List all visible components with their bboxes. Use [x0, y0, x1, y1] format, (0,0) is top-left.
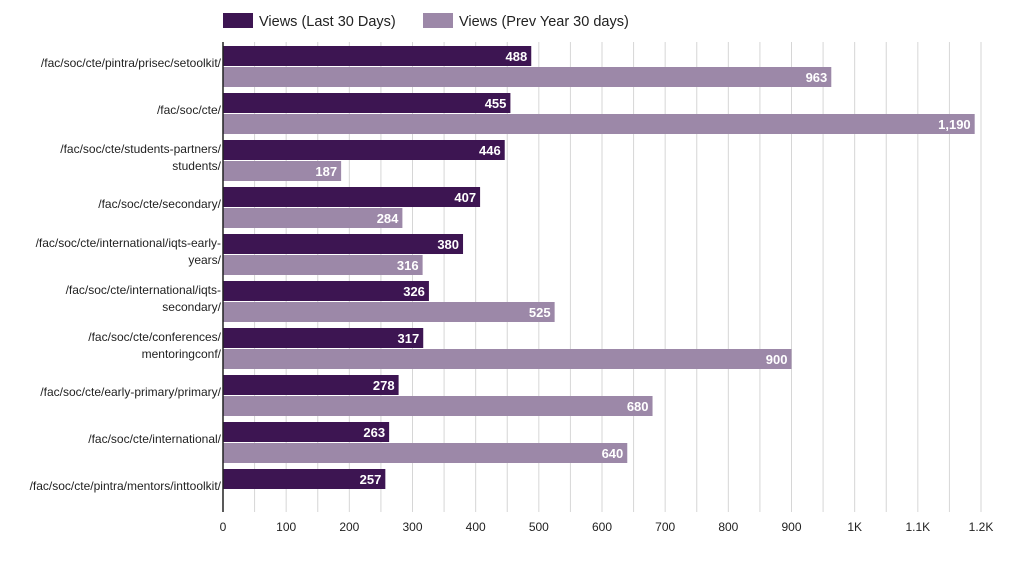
- category-label: /fac/soc/cte/: [1, 102, 221, 119]
- bar-last-30-days: [223, 422, 390, 442]
- data-label: 257: [360, 472, 382, 487]
- bar-last-30-days: [223, 469, 386, 489]
- category-label-line: mentoringconf/: [141, 346, 221, 361]
- x-tick-label: 900: [781, 520, 801, 534]
- data-label: 380: [437, 237, 459, 252]
- data-label: 900: [766, 352, 788, 367]
- x-tick-label: 1.2K: [969, 520, 994, 534]
- bar-last-30-days: [223, 328, 424, 348]
- category-label-line: /fac/soc/cte/pintra/prisec/setoolkit/: [40, 56, 221, 70]
- category-label-line: students/: [172, 158, 221, 173]
- x-tick-label: 100: [276, 520, 296, 534]
- bar-prev-year-30-days: [223, 443, 628, 463]
- data-label: 326: [403, 284, 425, 299]
- data-label: 680: [627, 399, 649, 414]
- category-label-line: /fac/soc/cte/conferences/: [88, 329, 221, 344]
- x-tick-label: 400: [466, 520, 486, 534]
- category-label-line: /fac/soc/cte/international/iqts-early-: [35, 235, 221, 250]
- x-tick-label: 0: [220, 520, 227, 534]
- legend-swatch: [223, 13, 253, 28]
- category-label: /fac/soc/cte/pintra/mentors/inttoolkit/: [1, 478, 221, 495]
- legend-label: Views (Prev Year 30 days): [459, 14, 629, 30]
- category-label-line: /fac/soc/cte/international/iqts-: [65, 282, 221, 297]
- category-label-line: /fac/soc/cte/pintra/mentors/inttoolkit/: [29, 479, 221, 493]
- bar-last-30-days: [223, 234, 464, 254]
- x-tick-label: 500: [529, 520, 549, 534]
- category-label: /fac/soc/cte/students-partners/students/: [1, 141, 221, 175]
- bar-prev-year-30-days: [223, 396, 653, 416]
- x-tick-label: 1.1K: [905, 520, 930, 534]
- category-label-line: /fac/soc/cte/early-primary/primary/: [40, 385, 221, 399]
- bar-last-30-days: [223, 187, 481, 207]
- category-label: /fac/soc/cte/early-primary/primary/: [1, 384, 221, 401]
- data-label: 407: [454, 190, 476, 205]
- category-label-line: /fac/soc/cte/students-partners/: [60, 141, 221, 156]
- category-label-line: secondary/: [162, 299, 221, 314]
- x-tick-label: 800: [718, 520, 738, 534]
- bar-last-30-days: [223, 375, 399, 395]
- x-tick-label: 200: [339, 520, 359, 534]
- data-label: 187: [315, 164, 337, 179]
- category-label-line: /fac/soc/cte/international/: [88, 432, 221, 446]
- x-tick-label: 700: [655, 520, 675, 534]
- x-tick-label: 600: [592, 520, 612, 534]
- bar-prev-year-30-days: [223, 208, 403, 228]
- bar-prev-year-30-days: [223, 255, 423, 275]
- bar-last-30-days: [223, 140, 505, 160]
- x-tick-label: 1K: [847, 520, 862, 534]
- legend-swatch: [423, 13, 453, 28]
- bar-last-30-days: [223, 93, 511, 113]
- category-label-line: /fac/soc/cte/: [156, 103, 221, 117]
- category-label: /fac/soc/cte/pintra/prisec/setoolkit/: [1, 55, 221, 72]
- data-label: 963: [806, 70, 828, 85]
- data-label: 1,190: [938, 117, 971, 132]
- data-label: 316: [397, 258, 419, 273]
- data-label: 446: [479, 143, 501, 158]
- data-label: 525: [529, 305, 551, 320]
- category-label: /fac/soc/cte/conferences/mentoringconf/: [1, 329, 221, 363]
- category-label-line: years/: [188, 252, 221, 267]
- data-label: 317: [398, 331, 420, 346]
- bar-last-30-days: [223, 281, 429, 301]
- category-label: /fac/soc/cte/international/iqts-early-ye…: [1, 235, 221, 269]
- bar-prev-year-30-days: [223, 114, 975, 134]
- category-label: /fac/soc/cte/international/: [1, 431, 221, 448]
- category-label-line: /fac/soc/cte/secondary/: [98, 197, 221, 211]
- data-label: 284: [377, 211, 399, 226]
- data-label: 488: [506, 49, 528, 64]
- data-label: 263: [363, 425, 385, 440]
- data-label: 455: [485, 96, 507, 111]
- data-label: 278: [373, 378, 395, 393]
- bar-prev-year-30-days: [223, 67, 832, 87]
- bar-last-30-days: [223, 46, 532, 66]
- bar-prev-year-30-days: [223, 349, 792, 369]
- bar-prev-year-30-days: [223, 302, 555, 322]
- data-label: 640: [602, 446, 624, 461]
- bar-prev-year-30-days: [223, 161, 342, 181]
- category-label: /fac/soc/cte/international/iqts-secondar…: [1, 282, 221, 316]
- legend-label: Views (Last 30 Days): [259, 14, 396, 30]
- x-tick-label: 300: [402, 520, 422, 534]
- category-label: /fac/soc/cte/secondary/: [1, 196, 221, 213]
